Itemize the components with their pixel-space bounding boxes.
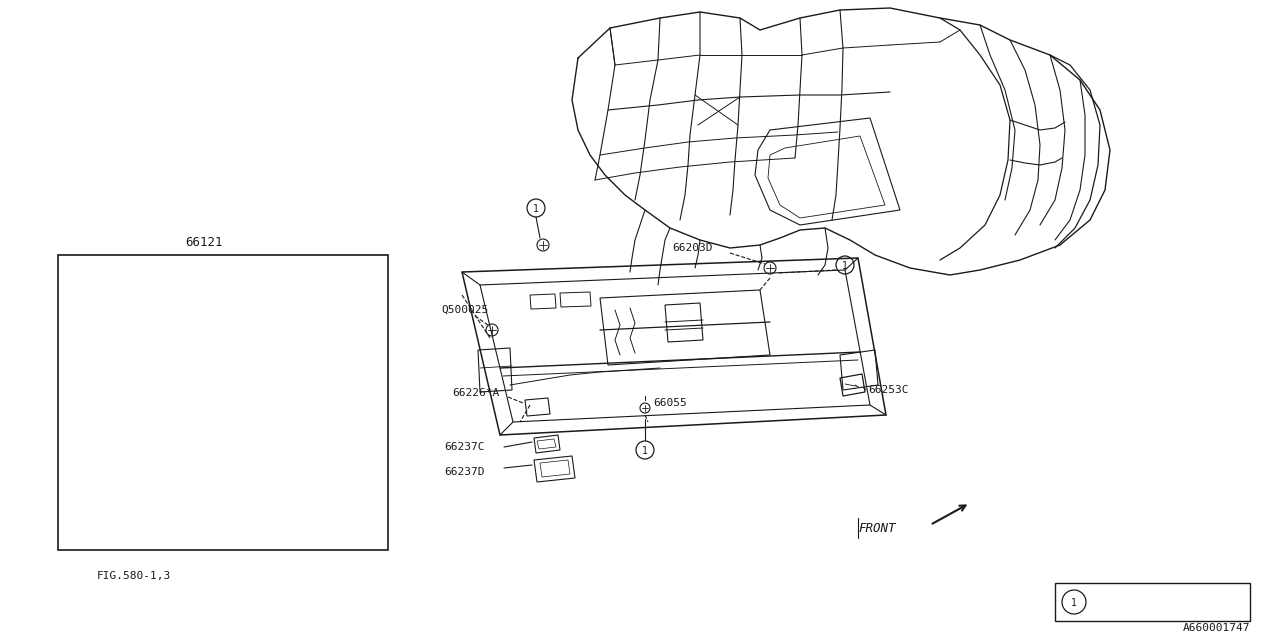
Text: FRONT: FRONT	[858, 522, 896, 534]
Text: FIG.580-1,3: FIG.580-1,3	[97, 571, 172, 581]
Text: 66121: 66121	[186, 236, 223, 248]
Bar	[1055, 583, 1251, 621]
Text: 66055: 66055	[653, 398, 687, 408]
Text: 66253C: 66253C	[868, 385, 909, 395]
Text: A660001747: A660001747	[1183, 623, 1251, 633]
Text: 1: 1	[1071, 598, 1076, 607]
Text: 66226*A: 66226*A	[452, 388, 499, 398]
Text: 66237D: 66237D	[444, 467, 485, 477]
Text: Q500025: Q500025	[1102, 595, 1155, 609]
Bar	[58, 255, 388, 550]
Text: 1: 1	[643, 445, 648, 456]
Text: 1: 1	[532, 204, 539, 214]
Text: 66237C: 66237C	[444, 442, 485, 452]
Text: Q500025: Q500025	[442, 305, 488, 315]
Text: 66203D: 66203D	[672, 243, 713, 253]
Text: 1: 1	[842, 260, 847, 271]
